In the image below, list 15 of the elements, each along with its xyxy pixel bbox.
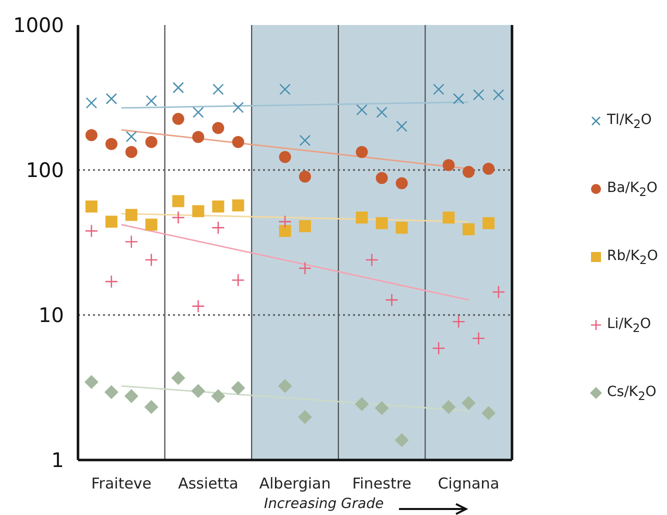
text: Increasing Grade xyxy=(264,496,384,512)
legend-label: Tl/K$_{2}$O xyxy=(607,112,652,131)
y-tick-label: 1000 xyxy=(13,13,64,38)
legend-label: Rb/K$_{2}$O xyxy=(607,248,658,267)
y-tick-label: 10 xyxy=(38,303,64,328)
x-tick-label: Fraiteve xyxy=(91,474,152,493)
x-tick-label: Cignana xyxy=(438,474,500,493)
y-tick-label: 1 xyxy=(51,448,64,472)
legend-label: Li/K$_{2}$O xyxy=(607,316,652,335)
legend-label: Ba/K$_{2}$O xyxy=(607,180,658,199)
x-tick-label: Albergian xyxy=(259,474,331,493)
x-tick-label: Assietta xyxy=(178,474,238,493)
y-tick-label: 100 xyxy=(26,158,64,182)
legend-label: Cs/K$_{2}$O xyxy=(607,384,656,403)
x-tick-label: Finestre xyxy=(352,474,412,493)
